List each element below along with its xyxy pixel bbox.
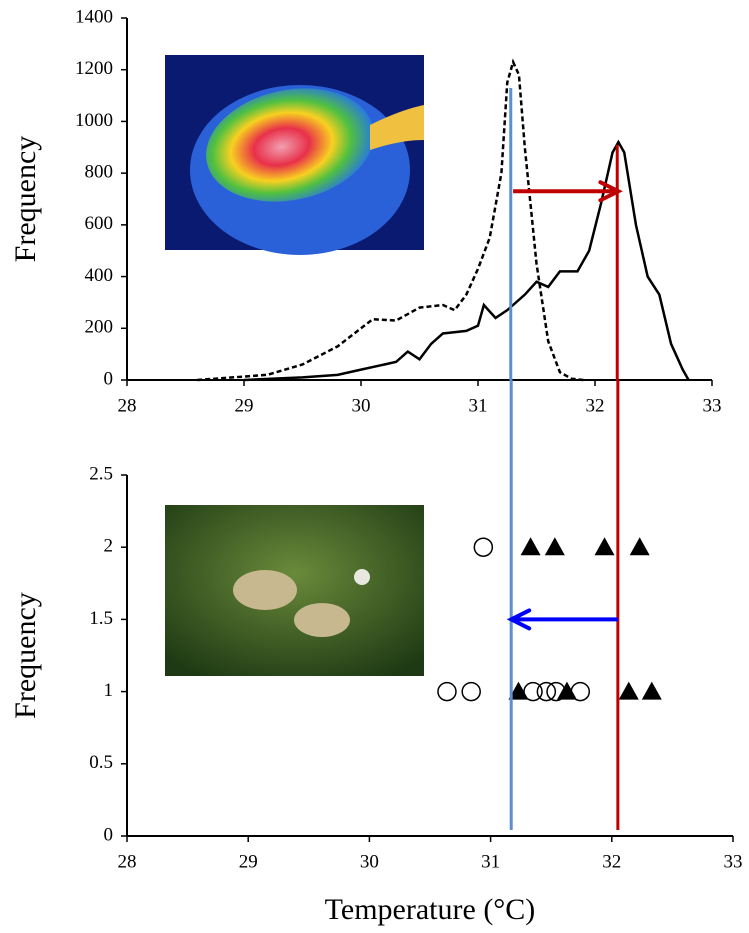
triangle-point (641, 681, 662, 700)
y-tick-label: 800 (85, 162, 114, 183)
y-tick-label: 1000 (75, 110, 113, 131)
x-tick-label: 32 (602, 851, 621, 872)
x-axis-title: Temperature (°C) (325, 893, 536, 926)
x-tick-label: 33 (703, 395, 722, 416)
x-tick-label: 29 (235, 395, 254, 416)
x-tick-label: 30 (352, 395, 371, 416)
y-axis-title: Frequency (9, 592, 42, 719)
arrow-head (598, 180, 623, 203)
y-tick-label: 0.5 (89, 752, 113, 773)
y-tick-label: 0 (104, 368, 114, 389)
triangle-point (544, 537, 565, 556)
triangle-point (629, 537, 650, 556)
y-tick-label: 2.5 (89, 463, 113, 484)
triangle-point (508, 681, 529, 700)
triangle-point (618, 681, 639, 700)
y-axis-title: Frequency (9, 136, 42, 263)
x-tick-label: 31 (481, 851, 500, 872)
y-tick-label: 2 (104, 536, 114, 557)
y-tick-label: 1.5 (89, 608, 113, 629)
x-tick-label: 32 (586, 395, 605, 416)
triangle-point (594, 537, 615, 556)
x-tick-label: 30 (360, 851, 379, 872)
x-tick-label: 29 (239, 851, 258, 872)
y-tick-label: 0 (104, 824, 114, 845)
thermal-image (165, 55, 424, 255)
y-tick-label: 1400 (75, 6, 113, 27)
circle-point (461, 681, 481, 702)
y-tick-label: 1 (104, 680, 114, 701)
triangle-point (520, 537, 541, 556)
x-tick-label: 28 (118, 395, 137, 416)
circle-point (473, 537, 494, 557)
arrow-head (506, 608, 532, 631)
x-tick-label: 33 (724, 851, 743, 872)
x-tick-label: 28 (118, 851, 137, 872)
y-tick-label: 600 (85, 213, 114, 234)
x-tick-label: 31 (469, 395, 488, 416)
y-tick-label: 400 (85, 265, 114, 286)
circle-point (536, 681, 557, 702)
triangle-point (556, 681, 577, 700)
series-line (243, 139, 690, 382)
y-tick-label: 1200 (75, 58, 113, 79)
circle-point (437, 681, 457, 702)
mite-photo (165, 505, 424, 676)
y-tick-label: 200 (85, 317, 114, 338)
